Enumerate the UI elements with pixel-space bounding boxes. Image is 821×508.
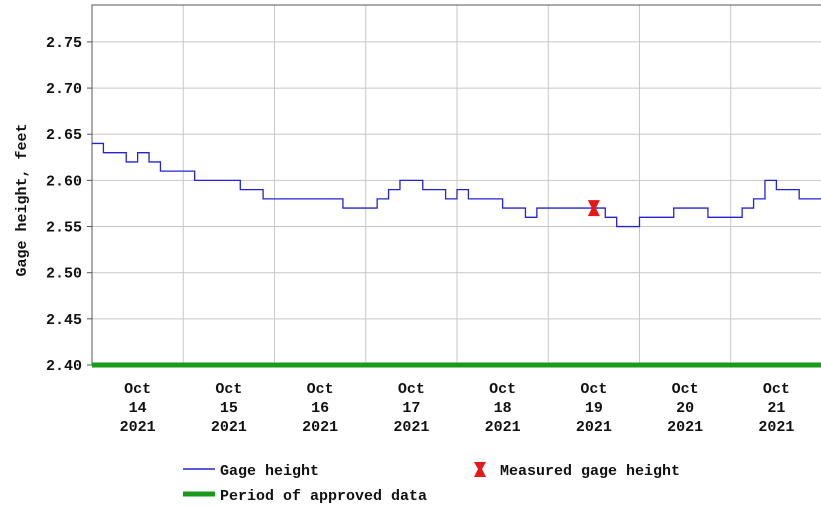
legend-label: Measured gage height: [500, 463, 680, 480]
y-tick-label: 2.65: [46, 127, 82, 144]
x-tick-label: Oct: [580, 381, 607, 398]
x-tick-label: 2021: [485, 419, 521, 436]
x-tick-label: 2021: [302, 419, 338, 436]
x-tick-label: 2021: [667, 419, 703, 436]
y-tick-label: 2.75: [46, 35, 82, 52]
x-tick-label: 18: [494, 400, 512, 417]
legend-label: Gage height: [220, 463, 319, 480]
x-tick-label: Oct: [672, 381, 699, 398]
x-tick-label: 14: [129, 400, 147, 417]
plot-frame: [91, 4, 821, 365]
x-tick-label: 19: [585, 400, 603, 417]
x-tick-label: Oct: [763, 381, 790, 398]
x-tick-label: Oct: [398, 381, 425, 398]
x-tick-label: 21: [767, 400, 785, 417]
x-tick-label: 2021: [576, 419, 612, 436]
x-tick-label: 2021: [211, 419, 247, 436]
y-tick-label: 2.50: [46, 266, 82, 283]
x-tick-label: 2021: [120, 419, 156, 436]
legend-label: Period of approved data: [220, 488, 427, 505]
x-tick-label: Oct: [124, 381, 151, 398]
x-tick-label: 2021: [393, 419, 429, 436]
x-tick-label: Oct: [215, 381, 242, 398]
x-tick-label: 20: [676, 400, 694, 417]
y-tick-label: 2.70: [46, 81, 82, 98]
x-tick-label: 17: [402, 400, 420, 417]
y-tick-label: 2.55: [46, 220, 82, 237]
y-tick-label: 2.60: [46, 173, 82, 190]
gage-height-line: [92, 142, 821, 228]
x-tick-label: 2021: [758, 419, 794, 436]
y-axis-label: Gage height, feet: [14, 123, 31, 276]
y-tick-label: 2.40: [46, 358, 82, 375]
y-tick-label: 2.45: [46, 312, 82, 329]
x-tick-label: Oct: [307, 381, 334, 398]
x-tick-label: 16: [311, 400, 329, 417]
legend-marker: [474, 462, 486, 477]
x-tick-label: 15: [220, 400, 238, 417]
x-tick-label: Oct: [489, 381, 516, 398]
measured-marker: [587, 200, 600, 217]
